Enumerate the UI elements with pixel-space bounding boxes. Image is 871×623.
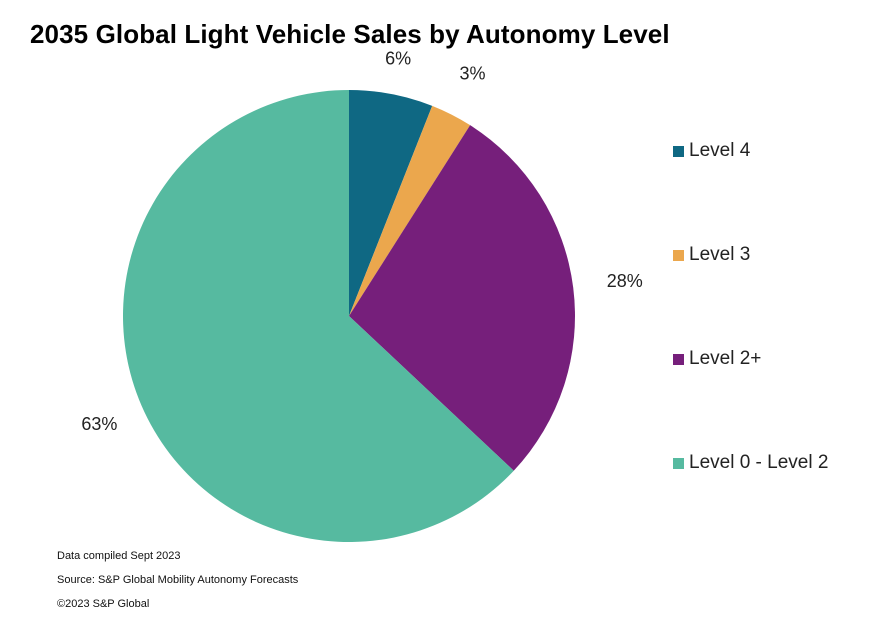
- footnotes: Data compiled Sept 2023 Source: S&P Glob…: [57, 549, 298, 621]
- legend-label: Level 4: [689, 140, 751, 161]
- pie-slice-level-0-level-2: [122, 90, 514, 542]
- legend-item: Level 2+: [673, 348, 761, 370]
- legend-swatch: [673, 145, 684, 157]
- data-label: 63%: [81, 414, 117, 434]
- legend-swatch: [673, 249, 684, 261]
- data-label: 3%: [459, 64, 485, 84]
- footnote-source: Source: S&P Global Mobility Autonomy For…: [57, 574, 299, 586]
- legend-item: Level 4: [673, 140, 750, 162]
- legend-swatch: [673, 457, 684, 469]
- footnote-copyright: ©2023 S&P Global: [57, 598, 150, 610]
- legend-label: Level 2+: [689, 348, 762, 369]
- legend-label: Level 0 - Level 2: [689, 452, 829, 473]
- pie-slice-level-4: [349, 90, 433, 316]
- chart-title: 2035 Global Light Vehicle Sales by Auton…: [30, 19, 670, 49]
- legend-item: Level 0 - Level 2: [673, 452, 828, 474]
- pie-slice-level-3: [349, 105, 471, 316]
- footnote-compiled: Data compiled Sept 2023: [57, 550, 181, 562]
- legend-swatch: [673, 353, 684, 365]
- legend-item: Level 3: [673, 244, 750, 266]
- pie-slice-level-2: [349, 125, 575, 471]
- legend-label: Level 3: [689, 244, 751, 265]
- data-label: 6%: [385, 49, 411, 69]
- data-label: 28%: [607, 271, 643, 291]
